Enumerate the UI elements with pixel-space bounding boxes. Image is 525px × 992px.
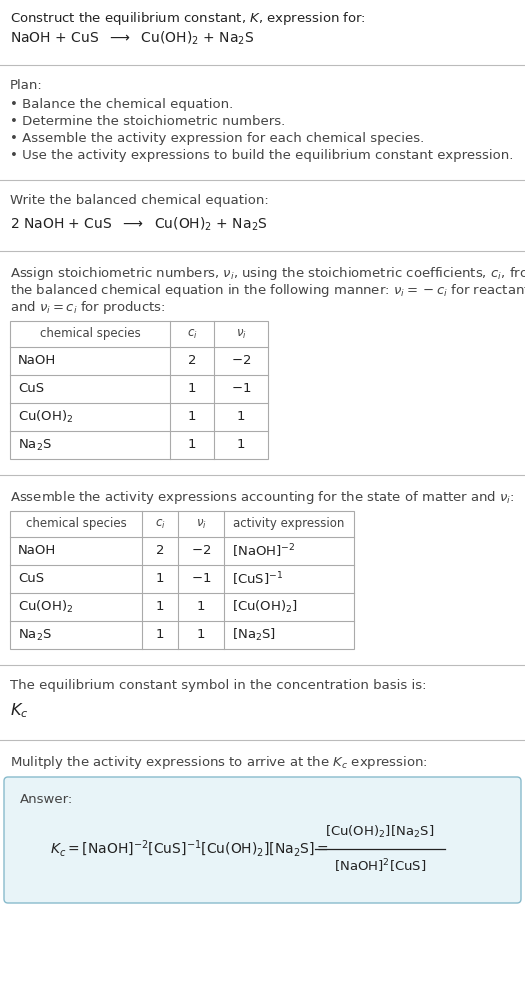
Text: 2 NaOH + CuS  $\longrightarrow$  Cu(OH)$_2$ + Na$_2$S: 2 NaOH + CuS $\longrightarrow$ Cu(OH)$_2… <box>10 216 268 233</box>
Text: Answer:: Answer: <box>20 793 74 806</box>
Text: 1: 1 <box>156 600 164 613</box>
Text: 1: 1 <box>156 629 164 642</box>
Text: Plan:: Plan: <box>10 79 43 92</box>
Text: $\nu_i$: $\nu_i$ <box>196 518 206 531</box>
Text: 1: 1 <box>197 629 205 642</box>
Text: Assemble the activity expressions accounting for the state of matter and $\nu_i$: Assemble the activity expressions accoun… <box>10 489 514 506</box>
Text: chemical species: chemical species <box>39 327 140 340</box>
Text: $\nu_i$: $\nu_i$ <box>236 327 246 340</box>
Text: 2: 2 <box>156 545 164 558</box>
Text: 1: 1 <box>237 411 245 424</box>
Bar <box>10 511 354 649</box>
Text: 1: 1 <box>156 572 164 585</box>
Text: Na$_2$S: Na$_2$S <box>18 437 52 452</box>
Text: NaOH + CuS  $\longrightarrow$  Cu(OH)$_2$ + Na$_2$S: NaOH + CuS $\longrightarrow$ Cu(OH)$_2$ … <box>10 30 254 48</box>
Text: 1: 1 <box>197 600 205 613</box>
Text: The equilibrium constant symbol in the concentration basis is:: The equilibrium constant symbol in the c… <box>10 679 426 692</box>
Text: Na$_2$S: Na$_2$S <box>18 628 52 643</box>
FancyBboxPatch shape <box>4 777 521 903</box>
Text: [CuS]$^{-1}$: [CuS]$^{-1}$ <box>232 570 284 588</box>
Text: $K_c$: $K_c$ <box>10 701 28 720</box>
Text: Assign stoichiometric numbers, $\nu_i$, using the stoichiometric coefficients, $: Assign stoichiometric numbers, $\nu_i$, … <box>10 265 525 282</box>
Bar <box>10 321 268 459</box>
Text: Write the balanced chemical equation:: Write the balanced chemical equation: <box>10 194 269 207</box>
Text: CuS: CuS <box>18 572 44 585</box>
Text: 2: 2 <box>188 354 196 367</box>
Text: Mulitply the activity expressions to arrive at the $K_c$ expression:: Mulitply the activity expressions to arr… <box>10 754 428 771</box>
Text: and $\nu_i = c_i$ for products:: and $\nu_i = c_i$ for products: <box>10 299 165 316</box>
Text: [Na$_2$S]: [Na$_2$S] <box>232 627 276 643</box>
Text: 1: 1 <box>188 438 196 451</box>
Text: • Assemble the activity expression for each chemical species.: • Assemble the activity expression for e… <box>10 132 424 145</box>
Text: NaOH: NaOH <box>18 545 56 558</box>
Text: [Cu(OH)$_2$]: [Cu(OH)$_2$] <box>232 599 298 615</box>
Text: $-$1: $-$1 <box>231 383 251 396</box>
Text: • Use the activity expressions to build the equilibrium constant expression.: • Use the activity expressions to build … <box>10 149 513 162</box>
Text: $-$1: $-$1 <box>191 572 211 585</box>
Text: chemical species: chemical species <box>26 518 127 531</box>
Text: Construct the equilibrium constant, $K$, expression for:: Construct the equilibrium constant, $K$,… <box>10 10 366 27</box>
Text: $K_c = [\mathrm{NaOH}]^{-2} [\mathrm{CuS}]^{-1} [\mathrm{Cu(OH)_2}] [\mathrm{Na_: $K_c = [\mathrm{NaOH}]^{-2} [\mathrm{CuS… <box>50 839 329 859</box>
Text: 1: 1 <box>188 383 196 396</box>
Text: activity expression: activity expression <box>233 518 345 531</box>
Text: $-$2: $-$2 <box>231 354 251 367</box>
Text: Cu(OH)$_2$: Cu(OH)$_2$ <box>18 599 74 615</box>
Text: the balanced chemical equation in the following manner: $\nu_i = -c_i$ for react: the balanced chemical equation in the fo… <box>10 282 525 299</box>
Text: • Determine the stoichiometric numbers.: • Determine the stoichiometric numbers. <box>10 115 285 128</box>
Text: $-$2: $-$2 <box>191 545 211 558</box>
Text: • Balance the chemical equation.: • Balance the chemical equation. <box>10 98 233 111</box>
Text: [NaOH]$^{-2}$: [NaOH]$^{-2}$ <box>232 543 296 559</box>
Text: Cu(OH)$_2$: Cu(OH)$_2$ <box>18 409 74 425</box>
Text: CuS: CuS <box>18 383 44 396</box>
Text: $[\mathrm{Cu(OH)_2}][\mathrm{Na_2S}]$: $[\mathrm{Cu(OH)_2}][\mathrm{Na_2S}]$ <box>326 824 435 840</box>
Text: $c_i$: $c_i$ <box>187 327 197 340</box>
Text: 1: 1 <box>237 438 245 451</box>
Text: $[\mathrm{NaOH}]^2[\mathrm{CuS}]$: $[\mathrm{NaOH}]^2[\mathrm{CuS}]$ <box>334 857 426 875</box>
Text: 1: 1 <box>188 411 196 424</box>
Text: NaOH: NaOH <box>18 354 56 367</box>
Text: $c_i$: $c_i$ <box>155 518 165 531</box>
